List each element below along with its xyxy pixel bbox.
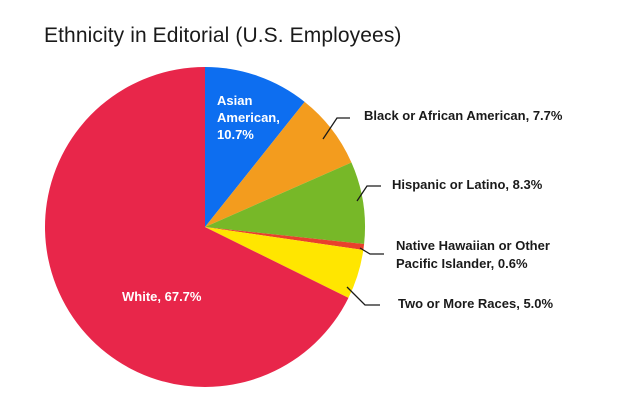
leader-line-two-or-more-races — [346, 286, 380, 306]
slice-label-white: White, 67.7% — [122, 289, 202, 304]
slice-label-native-hawaiian-or-other-pacific-islander: Native Hawaiian or Other Pacific Islander… — [396, 238, 550, 271]
leader-line-black-or-african-american — [322, 117, 350, 140]
pie-slices — [44, 67, 366, 387]
slice-labels: Asian American, 10.7% Black or African Amer… — [122, 93, 563, 311]
chart-title: Ethnicity in Editorial (U.S. Employees) — [44, 24, 402, 47]
leader-line-native-hawaiian-or-other-pacific-islander — [359, 247, 384, 255]
slice-label-line: Asian — [217, 93, 252, 108]
slice-label-line: 10.7% — [217, 127, 254, 142]
pie-slice-two-or-more-races — [205, 227, 364, 298]
slice-label-line: American, — [217, 110, 280, 125]
pie-slice-asian-american — [205, 67, 305, 227]
pie-slice-black-or-african-american — [205, 101, 352, 227]
slice-label-black-or-african-american: Black or African American, 7.7% — [364, 108, 563, 123]
slice-label-line: Black or African American, 7.7% — [364, 108, 563, 123]
slice-label-line: Native Hawaiian or Other — [396, 238, 550, 253]
slice-label-line: Pacific Islander, 0.6% — [396, 256, 528, 271]
slice-label-two-or-more-races: Two or More Races, 5.0% — [398, 296, 554, 311]
pie-slice-hispanic-or-latino — [205, 162, 366, 245]
leader-lines — [322, 117, 384, 306]
slice-label-line: Hispanic or Latino, 8.3% — [392, 177, 543, 192]
slice-label-asian-american: Asian American, 10.7% — [217, 93, 280, 142]
slice-label-hispanic-or-latino: Hispanic or Latino, 8.3% — [392, 177, 543, 192]
pie-slice-white — [44, 67, 349, 387]
slice-label-line: Two or More Races, 5.0% — [398, 296, 554, 311]
leader-line-hispanic-or-latino — [356, 185, 381, 202]
slice-label-line: White, 67.7% — [122, 289, 202, 304]
pie-slice-native-hawaiian-or-other-pacific-islander — [205, 227, 365, 251]
